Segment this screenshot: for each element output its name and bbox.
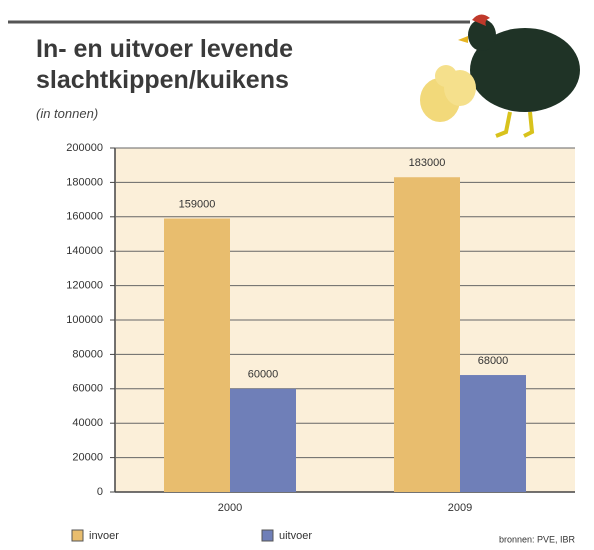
- y-tick-label: 80000: [72, 348, 103, 360]
- chart-subtitle: (in tonnen): [36, 106, 99, 121]
- x-tick-label: 2009: [448, 502, 472, 514]
- y-tick-label: 140000: [66, 245, 103, 257]
- value-label: 60000: [248, 369, 279, 381]
- bar: [460, 375, 526, 492]
- legend-swatch: [71, 529, 84, 542]
- bar: [164, 218, 230, 492]
- y-tick-label: 180000: [66, 176, 103, 188]
- legend-label: uitvoer: [279, 530, 312, 542]
- y-tick-label: 160000: [66, 211, 103, 223]
- y-tick-label: 200000: [66, 142, 103, 154]
- y-tick-label: 40000: [72, 417, 103, 429]
- y-tick-label: 60000: [72, 383, 103, 395]
- chicken-illustration: [420, 14, 580, 138]
- y-tick-label: 100000: [66, 314, 103, 326]
- chart-title: In- en uitvoer levende slachtkippen/kuik…: [36, 35, 294, 94]
- value-label: 68000: [478, 355, 509, 367]
- value-label: 183000: [409, 157, 446, 169]
- legend-swatch: [261, 529, 274, 542]
- y-tick-label: 20000: [72, 452, 103, 464]
- y-tick-label: 0: [97, 486, 103, 498]
- x-tick-label: 2000: [218, 502, 242, 514]
- y-tick-label: 120000: [66, 280, 103, 292]
- value-label: 159000: [179, 198, 216, 210]
- bar: [394, 177, 460, 493]
- legend-label: invoer: [89, 530, 119, 542]
- source: bronnen: PVE, IBR: [499, 534, 576, 544]
- bar: [230, 388, 296, 492]
